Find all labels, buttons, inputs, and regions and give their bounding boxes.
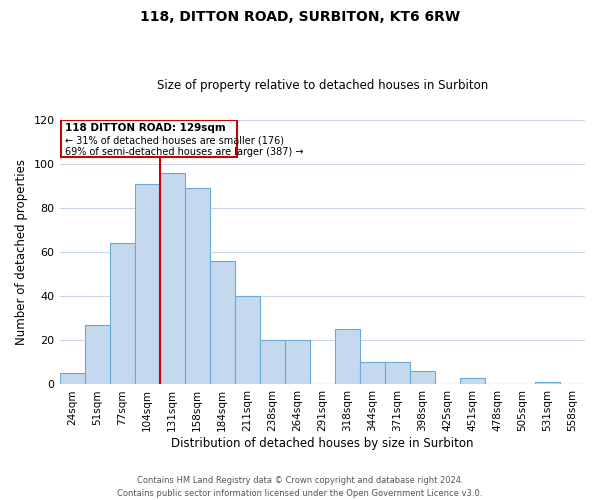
Bar <box>134 184 160 384</box>
Bar <box>385 362 410 384</box>
Bar <box>260 340 285 384</box>
Bar <box>360 362 385 384</box>
Bar <box>209 261 235 384</box>
X-axis label: Distribution of detached houses by size in Surbiton: Distribution of detached houses by size … <box>171 437 473 450</box>
Bar <box>59 374 85 384</box>
Bar <box>285 340 310 384</box>
Bar <box>185 188 209 384</box>
Bar <box>160 172 185 384</box>
Bar <box>410 371 435 384</box>
Bar <box>460 378 485 384</box>
Text: 118 DITTON ROAD: 129sqm: 118 DITTON ROAD: 129sqm <box>65 123 225 133</box>
Y-axis label: Number of detached properties: Number of detached properties <box>15 159 28 345</box>
FancyBboxPatch shape <box>61 120 237 157</box>
Text: 118, DITTON ROAD, SURBITON, KT6 6RW: 118, DITTON ROAD, SURBITON, KT6 6RW <box>140 10 460 24</box>
Title: Size of property relative to detached houses in Surbiton: Size of property relative to detached ho… <box>157 79 488 92</box>
Bar <box>85 325 110 384</box>
Bar <box>335 330 360 384</box>
Text: 69% of semi-detached houses are larger (387) →: 69% of semi-detached houses are larger (… <box>65 147 303 157</box>
Bar <box>110 243 134 384</box>
Bar <box>535 382 560 384</box>
Text: Contains HM Land Registry data © Crown copyright and database right 2024.
Contai: Contains HM Land Registry data © Crown c… <box>118 476 482 498</box>
Text: ← 31% of detached houses are smaller (176): ← 31% of detached houses are smaller (17… <box>65 135 284 145</box>
Bar <box>235 296 260 384</box>
